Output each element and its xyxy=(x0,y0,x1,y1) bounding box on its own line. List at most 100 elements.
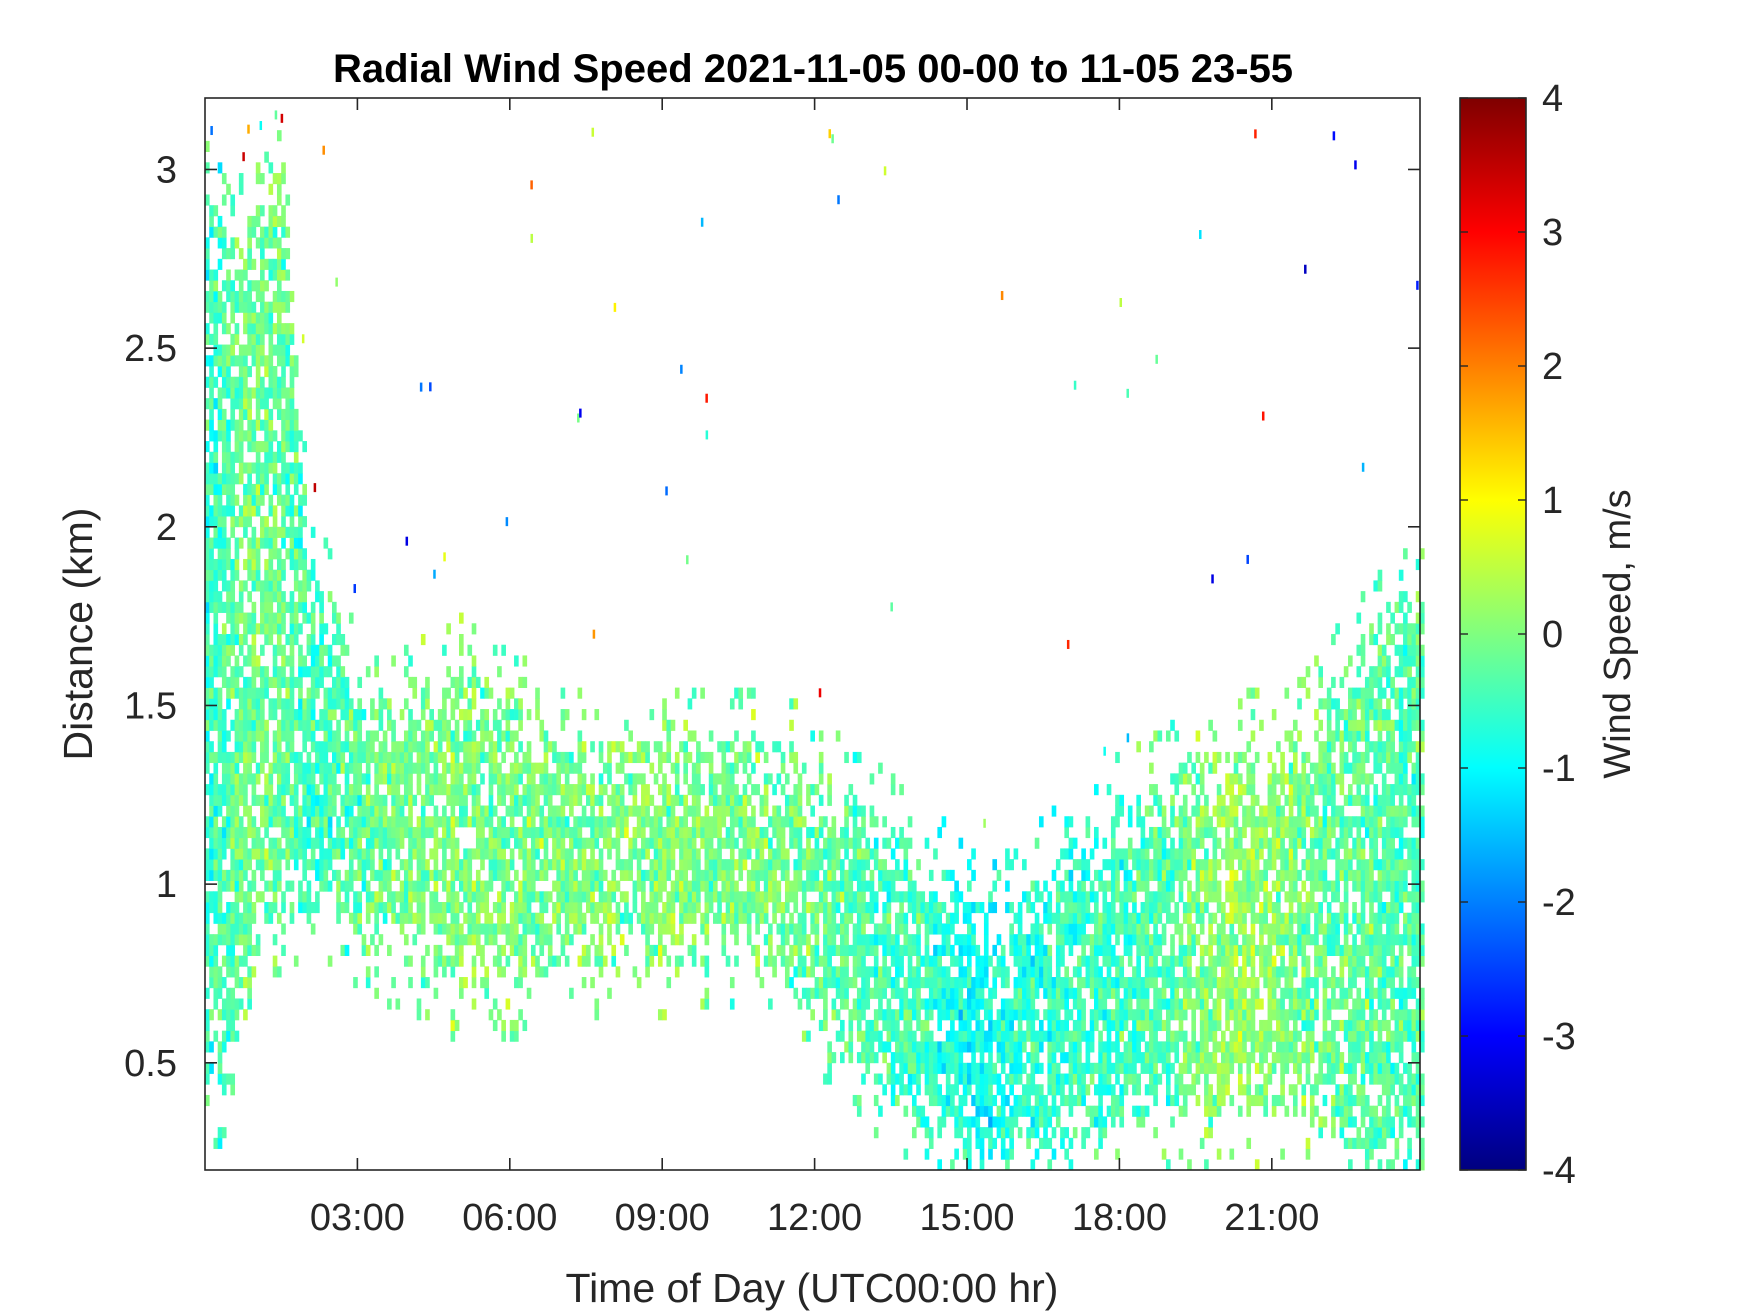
heatmap-cell xyxy=(302,826,307,839)
heatmap-cell xyxy=(954,934,959,946)
heatmap-cell xyxy=(450,709,456,721)
heatmap-cell xyxy=(357,912,363,924)
heatmap-cell xyxy=(556,762,561,774)
heatmap-cell xyxy=(268,205,274,217)
heatmap-cell xyxy=(569,826,574,839)
heatmap-cell xyxy=(293,462,299,474)
heatmap-cell xyxy=(971,1041,976,1053)
heatmap-cell xyxy=(344,730,350,742)
heatmap-cell xyxy=(878,1030,883,1042)
heatmap-cell xyxy=(598,955,604,967)
heatmap-cell xyxy=(205,1019,210,1032)
heatmap-cell xyxy=(285,848,291,860)
heatmap-cell xyxy=(886,1009,892,1021)
heatmap-cell xyxy=(395,816,401,828)
heatmap-cell xyxy=(1030,1041,1036,1053)
heatmap-cell xyxy=(768,773,773,785)
heatmap-cell xyxy=(336,634,341,646)
heatmap-cell xyxy=(653,902,659,914)
heatmap-cell xyxy=(374,784,379,796)
heatmap-cell xyxy=(975,1062,981,1074)
heatmap-cell xyxy=(958,987,964,999)
heatmap-cell xyxy=(653,837,659,849)
heatmap-cell xyxy=(789,741,794,753)
heatmap-cell xyxy=(1047,1052,1053,1064)
heatmap-cell xyxy=(941,1009,947,1021)
heatmap-cell xyxy=(289,880,295,892)
heatmap-cell xyxy=(344,902,350,914)
heatmap-cell xyxy=(1102,1073,1108,1085)
heatmap-cell xyxy=(260,741,265,753)
heatmap-cell xyxy=(696,741,701,753)
heatmap-cell xyxy=(674,762,680,774)
heatmap-cell xyxy=(670,837,676,849)
heatmap-cell xyxy=(717,826,722,839)
heatmap-cell xyxy=(624,719,629,731)
heatmap-cell xyxy=(442,784,447,796)
heatmap-cell xyxy=(497,891,502,903)
heatmap-cell xyxy=(217,355,223,367)
heatmap-cell xyxy=(230,205,236,217)
heatmap-cell xyxy=(708,826,714,839)
heatmap-cell xyxy=(1127,805,1133,817)
heatmap-cell xyxy=(471,923,477,935)
heatmap-cell xyxy=(492,751,498,764)
heatmap-cell xyxy=(260,419,265,431)
heatmap-cell xyxy=(217,644,223,656)
heatmap-cell xyxy=(213,655,219,667)
heatmap-cell xyxy=(272,741,278,753)
heatmap-cell xyxy=(1009,1019,1014,1032)
heatmap-cell xyxy=(285,194,291,206)
heatmap-cell xyxy=(1098,1084,1103,1096)
heatmap-cell xyxy=(446,623,451,635)
heatmap-cell xyxy=(437,955,443,967)
heatmap-cell xyxy=(213,912,219,924)
heatmap-cell xyxy=(285,773,291,785)
heatmap-cell xyxy=(205,591,210,603)
heatmap-cell xyxy=(535,762,540,774)
heatmap-cell xyxy=(471,655,477,667)
heatmap-cell xyxy=(962,1062,968,1074)
heatmap-cell xyxy=(243,580,248,592)
heatmap-cell xyxy=(560,859,566,871)
heatmap-cell xyxy=(357,837,363,849)
heatmap-cell xyxy=(945,923,951,935)
heatmap-cell xyxy=(856,805,862,817)
heatmap-cell xyxy=(433,923,439,935)
heatmap-cell xyxy=(403,730,409,742)
heatmap-cell xyxy=(916,966,921,978)
heatmap-cell xyxy=(382,816,388,828)
heatmap-cell xyxy=(1009,1148,1014,1160)
heatmap-cell xyxy=(590,859,595,871)
heatmap-cell xyxy=(272,762,278,774)
heatmap-cell xyxy=(1132,1019,1137,1032)
heatmap-cell xyxy=(395,826,401,839)
heatmap-cell xyxy=(205,1030,210,1042)
heatmap-cell xyxy=(205,762,210,774)
heatmap-cell xyxy=(1136,741,1141,753)
heatmap-cell xyxy=(950,869,955,881)
heatmap-cell xyxy=(1089,934,1095,946)
heatmap-cell xyxy=(353,891,358,903)
heatmap-cell xyxy=(882,1052,887,1064)
heatmap-cell xyxy=(272,344,278,356)
heatmap-cell xyxy=(598,966,604,978)
heatmap-cell xyxy=(370,891,375,903)
heatmap-cell xyxy=(1085,955,1091,967)
heatmap-cell xyxy=(928,902,934,914)
heatmap-cell xyxy=(226,366,231,378)
heatmap-cell xyxy=(729,826,735,839)
heatmap-cell xyxy=(221,923,227,935)
heatmap-cell xyxy=(399,923,405,935)
heatmap-cell xyxy=(873,902,879,914)
heatmap-cell xyxy=(713,794,718,806)
heatmap-cell xyxy=(967,1009,972,1021)
heatmap-cell xyxy=(649,762,655,774)
heatmap-cell xyxy=(293,719,299,731)
heatmap-cell xyxy=(1153,1009,1158,1021)
heatmap-cell xyxy=(1094,1009,1099,1021)
heatmap-cell xyxy=(1127,998,1133,1010)
heatmap-cell xyxy=(903,859,909,871)
heatmap-cell xyxy=(856,1009,862,1021)
heatmap-cell xyxy=(577,848,583,860)
